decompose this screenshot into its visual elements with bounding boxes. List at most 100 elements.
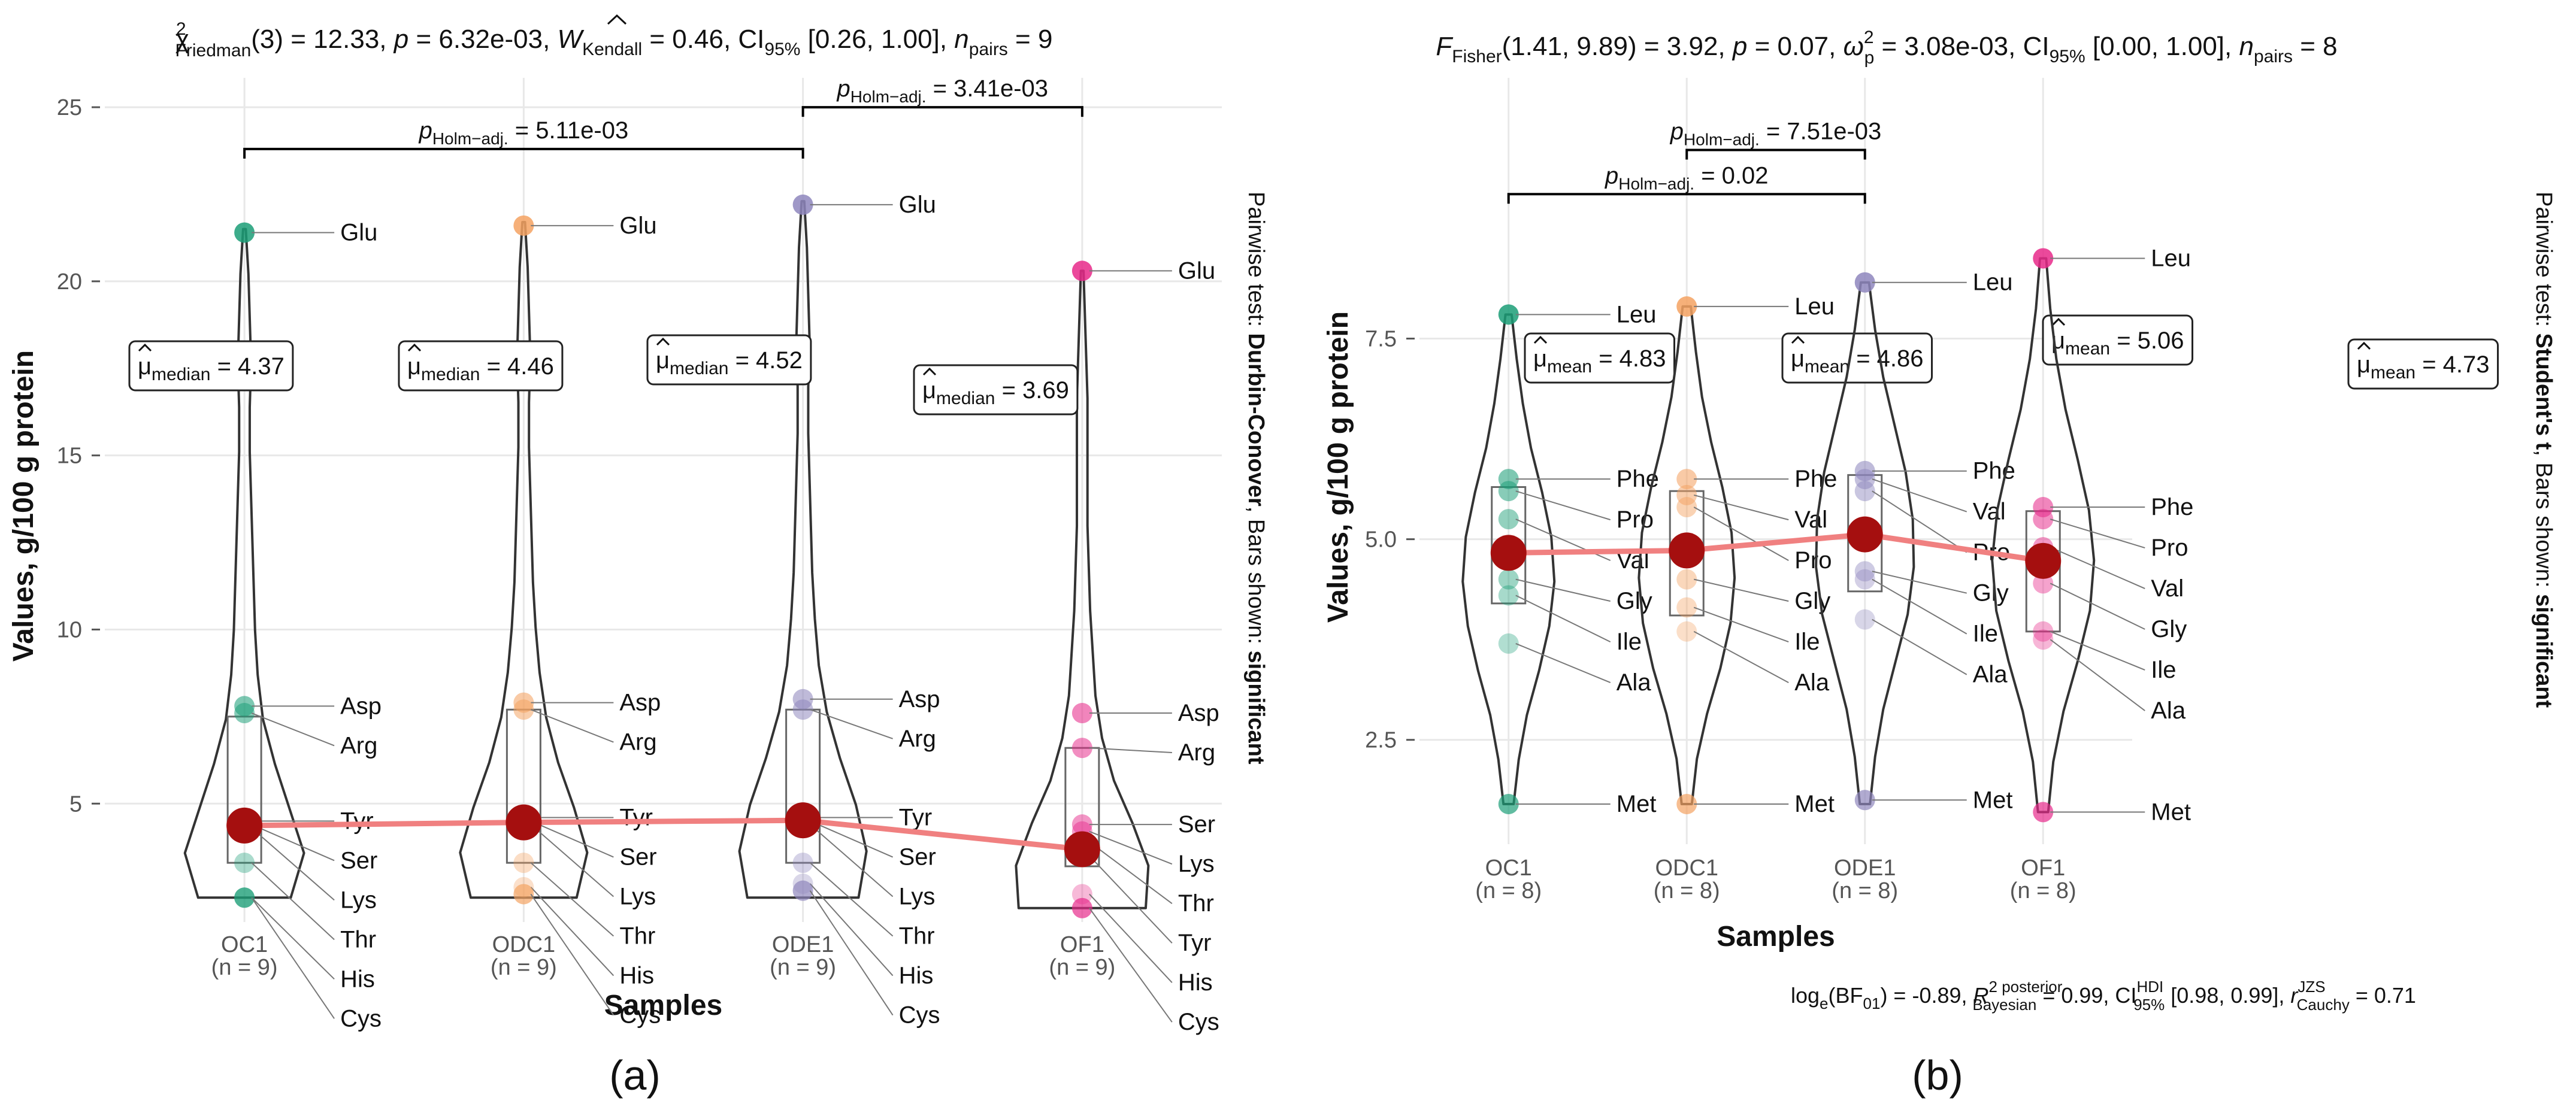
x-tick-n-label: (n = 9) [770,955,836,980]
data-point-Gly [1498,569,1519,590]
hat-mark [138,343,152,352]
hat-mark [1533,335,1548,344]
point-leader [1089,747,1172,754]
point-label-Asp: Asp [1178,700,1219,726]
point-label-Val: Val [2151,575,2184,602]
point-leader [810,709,893,739]
point-label-Lys: Lys [1178,851,1215,877]
data-point-Asp [1071,703,1092,724]
point-leader [1872,478,1967,512]
x-tick-n-label: (n = 9) [491,955,557,980]
point-label-Gly: Gly [1617,588,1652,614]
point-label-Arg: Arg [340,732,377,759]
centrality-label-OF1: μmean = 4.73 [2357,351,2490,383]
data-point-Ala [1676,621,1697,642]
point-leader [2050,547,2145,589]
data-point-Leu [1676,296,1697,317]
data-point-Leu [1498,304,1519,325]
point-leader [1089,855,1173,944]
y-tick-label: 10 [57,617,82,642]
centrality-label-ODC1: μmedian = 4.46 [407,353,554,384]
point-leader [1694,578,1789,602]
centrality-dot-OC1 [1490,535,1527,571]
centrality-label-ODC1: μmean = 4.86 [1791,345,1924,377]
data-point-Met [2033,802,2054,823]
hat-mark [1791,335,1805,344]
x-tick-n-label: (n = 8) [1475,878,1542,903]
point-label-Phe: Phe [1794,466,1837,492]
x-tick-n-label: (n = 8) [1832,878,1898,903]
centrality-box [913,364,1079,416]
centrality-dot-OF1 [1064,831,1100,868]
data-point-Met [1854,790,1875,811]
y-tick-label: 15 [57,444,82,469]
data-point-Met [1676,793,1697,814]
point-label-Ala: Ala [1973,662,2008,688]
data-point-Thr [792,853,813,874]
point-label-Arg: Arg [899,726,936,752]
point-label-His: His [340,966,375,992]
point-leader [2050,583,2145,630]
x-tick-label: OC1 [1485,856,1532,881]
pairwise-bracket [1507,193,1866,204]
x-tick-label: ODC1 [1655,856,1718,881]
point-label-Lys: Lys [619,884,656,910]
data-point-Cys [792,880,813,901]
point-label-Leu: Leu [1794,293,1835,320]
centrality-dot-OF1 [2025,542,2062,579]
x-tick-label: OF1 [1060,932,1104,957]
data-point-His [1071,884,1092,905]
pairwise-test-label: Pairwise test: Student's t, Bars shown: … [2531,192,2556,708]
pairwise-bracket [243,147,804,159]
pairwise-p-label: pHolm−adj. = 0.02 [1605,162,1769,193]
data-point-Pro [1854,481,1875,502]
point-leader [2050,630,2145,671]
centrality-box [398,340,564,392]
point-label-Glu: Glu [619,213,656,239]
point-leader [251,862,335,941]
point-label-Pro: Pro [2151,535,2188,561]
point-label-Pro: Pro [1794,547,1832,574]
point-leader [1515,490,1611,521]
data-point-Cys [1071,897,1092,918]
point-label-Met: Met [1973,787,2013,813]
data-point-Arg [513,699,534,720]
chart-panel-a: 5 10 15 20 25 χ2 Friedman(3) = 12.33, p = 6.32… [8,14,1269,1099]
data-point-Pro [1498,481,1519,502]
centrality-dot-OC1 [226,807,263,844]
point-label-Cys: Cys [619,1002,661,1029]
point-leader [1089,830,1173,865]
pairwise-p-label: pHolm−adj. = 3.41e-03 [836,75,1048,106]
point-leader [251,712,335,747]
point-leader [1515,578,1611,602]
data-point-Glu [234,222,255,243]
point-leader [1693,606,1789,643]
point-leader [1872,578,1967,635]
point-label-Ile: Ile [2151,657,2176,683]
point-leader [2050,639,2145,711]
point-leader [1515,642,1611,684]
point-leader [1693,630,1789,683]
point-label-Tyr: Tyr [340,808,374,834]
centrality-box [1524,332,1676,384]
point-leader [251,897,335,1019]
point-leader [1872,571,1967,594]
data-point-Pro [2033,509,2054,530]
data-point-Ala [2033,629,2054,650]
centrality-box [1781,332,1933,384]
point-leader [530,893,615,1016]
point-label-Thr: Thr [619,923,655,950]
group-OC1: Glu Asp Arg Tyr Ser Lys Thr His Cys OC1(n = 9) μme… [128,219,382,1032]
point-label-Met: Met [1794,791,1835,817]
point-leader [810,820,894,858]
point-label-Arg: Arg [619,729,656,756]
data-point-Leu [2033,248,2054,269]
hat-mark [656,337,670,346]
x-tick-label: OF1 [2021,856,2065,881]
y-tick-label: 20 [57,269,82,295]
point-leader [1872,490,1967,553]
data-point-Gly [2033,573,2054,594]
